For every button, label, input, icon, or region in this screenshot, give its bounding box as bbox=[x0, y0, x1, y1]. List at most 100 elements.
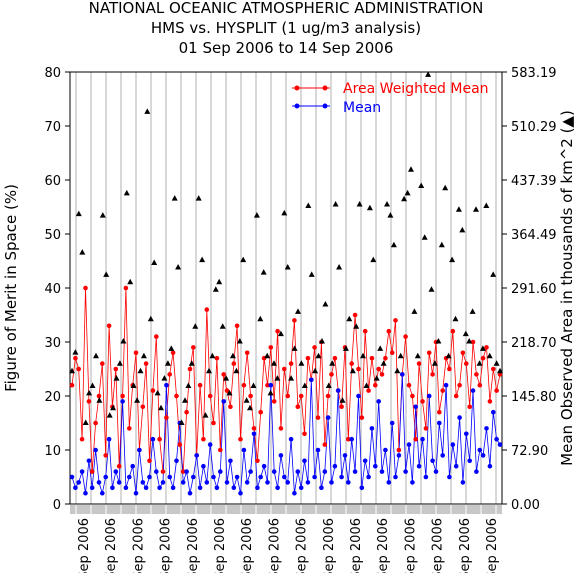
data-point bbox=[460, 350, 466, 356]
data-point bbox=[143, 361, 149, 366]
data-point bbox=[83, 490, 88, 496]
area-triangle bbox=[253, 212, 260, 218]
data-point bbox=[366, 388, 371, 393]
data-point bbox=[406, 382, 412, 388]
data-point bbox=[89, 485, 95, 491]
data-point bbox=[261, 463, 267, 469]
data-point bbox=[467, 458, 473, 464]
x-tick-label: Sep 2006 bbox=[295, 518, 310, 573]
legend-marker-mean bbox=[294, 103, 300, 109]
data-point bbox=[221, 399, 226, 404]
area-triangle bbox=[384, 201, 390, 207]
legend-marker-area-weighted-mean bbox=[294, 85, 300, 91]
data-point bbox=[346, 436, 351, 442]
data-point bbox=[298, 393, 304, 399]
data-point bbox=[410, 393, 415, 399]
area-triangle bbox=[267, 389, 274, 396]
area-triangle bbox=[332, 201, 339, 207]
data-point bbox=[477, 382, 483, 388]
data-point bbox=[76, 480, 81, 485]
data-point bbox=[113, 366, 119, 372]
area-triangle bbox=[240, 256, 247, 263]
data-point bbox=[464, 361, 469, 366]
area-triangle bbox=[171, 195, 178, 201]
data-point bbox=[426, 350, 432, 356]
area-triangle bbox=[473, 206, 479, 212]
area-triangle bbox=[284, 264, 291, 270]
data-point bbox=[224, 480, 230, 485]
data-point bbox=[154, 469, 159, 474]
data-point bbox=[325, 393, 331, 399]
y-tick-label: 30 bbox=[44, 336, 61, 351]
y-tick-label: 80 bbox=[44, 66, 61, 81]
data-point bbox=[406, 442, 412, 447]
data-point bbox=[339, 404, 344, 410]
area-triangle bbox=[414, 352, 421, 359]
area-triangle bbox=[452, 315, 459, 322]
data-point bbox=[228, 458, 233, 464]
data-point bbox=[322, 469, 328, 474]
data-point bbox=[342, 453, 348, 458]
data-point bbox=[484, 426, 489, 431]
data-point bbox=[191, 345, 196, 350]
data-point bbox=[218, 469, 223, 474]
area-triangle bbox=[223, 375, 230, 381]
data-point bbox=[275, 485, 280, 491]
data-point bbox=[248, 393, 253, 399]
area-triangle bbox=[182, 397, 188, 403]
data-point bbox=[379, 372, 385, 377]
area-triangle bbox=[390, 241, 397, 248]
area-triangle bbox=[486, 352, 493, 359]
data-point bbox=[379, 469, 385, 474]
area-triangle bbox=[206, 367, 212, 374]
data-point bbox=[244, 480, 250, 485]
data-point bbox=[491, 366, 496, 372]
right-axis-ticks: 0.00 72.90 145.80 218.70 291.60 364.49 437.39 5… bbox=[502, 66, 557, 513]
data-point bbox=[295, 404, 301, 410]
area-triangle bbox=[72, 349, 79, 355]
data-point bbox=[420, 436, 425, 442]
data-point bbox=[160, 469, 166, 474]
data-point bbox=[164, 382, 169, 388]
x-tick-label: Sep 2006 bbox=[159, 518, 174, 573]
data-point bbox=[312, 474, 317, 480]
series-line bbox=[71, 287, 501, 472]
area-triangle bbox=[103, 271, 110, 277]
y-tick-label: 20 bbox=[44, 390, 61, 405]
area-triangle bbox=[161, 375, 168, 381]
area-triangle bbox=[147, 315, 154, 322]
data-point bbox=[73, 485, 78, 491]
data-point bbox=[470, 339, 476, 345]
data-point bbox=[410, 480, 415, 485]
area-triangle bbox=[274, 375, 281, 381]
data-point bbox=[160, 480, 166, 485]
y2-tick-label: 583.19 bbox=[511, 66, 557, 81]
data-point bbox=[389, 420, 395, 426]
y2-tick-label: 0.00 bbox=[511, 498, 540, 513]
area-triangle bbox=[291, 345, 298, 351]
data-point bbox=[335, 388, 341, 393]
y-tick-label: 0 bbox=[53, 498, 61, 513]
data-point bbox=[467, 404, 473, 410]
y2-tick-label: 218.70 bbox=[511, 336, 557, 351]
data-point bbox=[285, 480, 291, 485]
area-triangle bbox=[75, 210, 82, 217]
data-point bbox=[103, 453, 108, 458]
area-triangle bbox=[305, 202, 312, 208]
area-triangle bbox=[82, 419, 89, 425]
legend: Area Weighted Mean Mean bbox=[292, 81, 489, 116]
data-point bbox=[93, 447, 98, 453]
x-tick-label: Sep 2006 bbox=[131, 518, 146, 573]
y2-tick-label: 291.60 bbox=[511, 282, 557, 297]
area-triangle bbox=[134, 397, 141, 403]
data-point bbox=[389, 350, 395, 356]
area-triangle bbox=[116, 360, 123, 366]
data-point bbox=[393, 318, 398, 323]
data-point bbox=[450, 442, 456, 447]
data-point bbox=[218, 447, 223, 453]
data-point bbox=[191, 474, 196, 480]
area-triangle bbox=[130, 382, 137, 388]
x-tick-label: Sep 2006 bbox=[485, 518, 500, 573]
area-triangle bbox=[401, 195, 408, 202]
data-point bbox=[167, 474, 172, 480]
